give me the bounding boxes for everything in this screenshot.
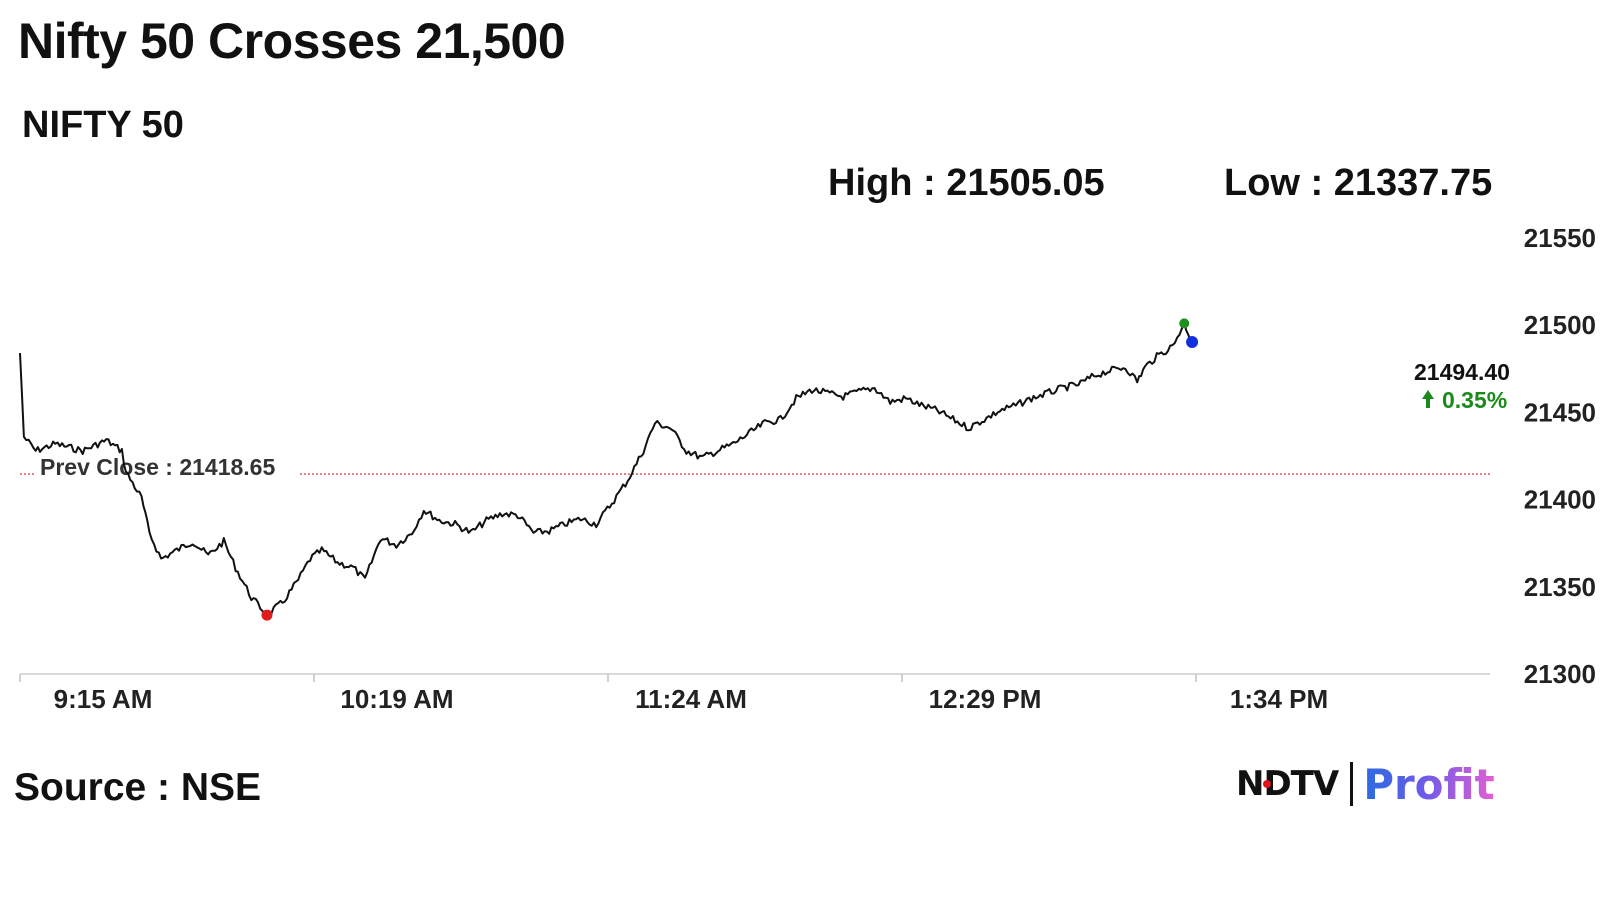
- ndtv-profit-logo: NDTV Profit: [1236, 759, 1495, 809]
- last-price-label: 21494.40: [1414, 359, 1510, 385]
- y-tick-label: 21400: [1524, 485, 1596, 515]
- change-percent-label: 0.35%: [1442, 387, 1507, 413]
- high-marker: [1179, 318, 1190, 329]
- day-low: Low : 21337.75: [1224, 162, 1493, 204]
- index-name: NIFTY 50: [22, 104, 184, 146]
- headline: Nifty 50 Crosses 21,500: [18, 13, 566, 69]
- x-tick-label: 12:29 PM: [929, 684, 1042, 714]
- x-tick-label: 10:19 AM: [340, 684, 453, 714]
- y-tick-label: 21550: [1524, 223, 1596, 253]
- y-tick-label: 21500: [1524, 310, 1596, 340]
- logo-ndtv: NDTV: [1236, 764, 1339, 804]
- prev-close-label-bg: [36, 454, 298, 481]
- day-high: High : 21505.05: [828, 162, 1105, 204]
- x-tick-label: 11:24 AM: [635, 684, 747, 714]
- x-tick-label: 1:34 PM: [1230, 684, 1328, 714]
- price-line: [19, 321, 1193, 619]
- up-arrow-icon: [1422, 389, 1434, 408]
- prev-close-label: Prev Close : 21418.65: [40, 454, 275, 480]
- logo-divider: [1350, 762, 1354, 806]
- last-price-marker: [1186, 335, 1199, 348]
- y-tick-label: 21300: [1524, 659, 1596, 689]
- x-tick-label: 9:15 AM: [54, 684, 153, 714]
- y-tick-label: 21450: [1524, 397, 1596, 427]
- y-tick-label: 21350: [1524, 572, 1596, 602]
- logo-profit: Profit: [1363, 759, 1495, 809]
- low-marker: [261, 609, 273, 621]
- source-label: Source : NSE: [14, 766, 262, 809]
